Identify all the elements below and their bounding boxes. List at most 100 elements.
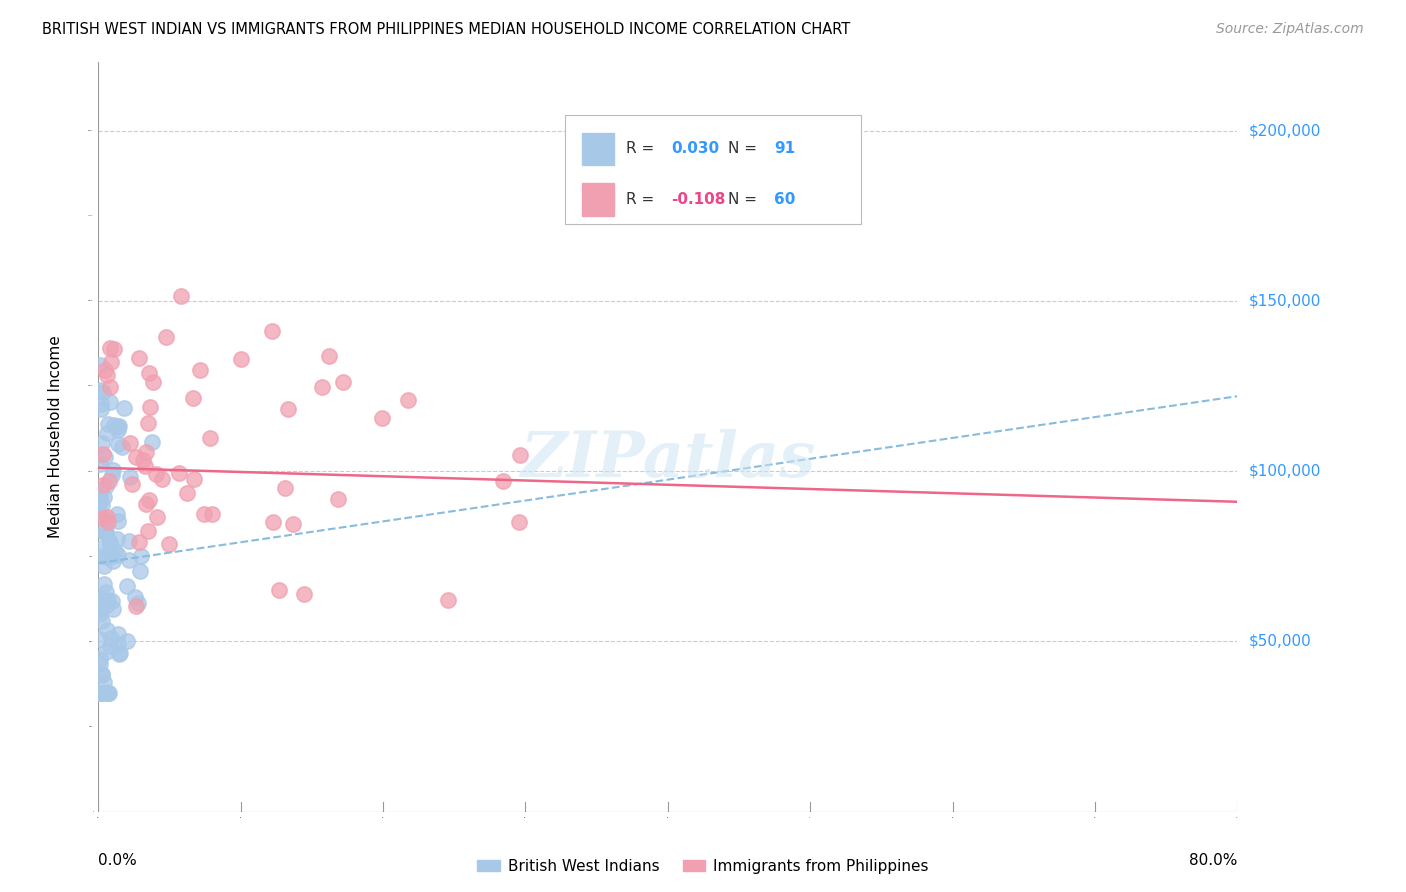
Point — [93, 577, 115, 591]
Point — [332, 375, 354, 389]
Point — [138, 416, 160, 430]
Point — [132, 453, 155, 467]
Point — [169, 466, 191, 480]
Text: BRITISH WEST INDIAN VS IMMIGRANTS FROM PHILIPPINES MEDIAN HOUSEHOLD INCOME CORRE: BRITISH WEST INDIAN VS IMMIGRANTS FROM P… — [42, 22, 851, 37]
Point — [107, 514, 129, 528]
Point — [145, 509, 167, 524]
Point — [89, 490, 111, 504]
Point — [91, 435, 114, 450]
Point — [97, 417, 120, 432]
Text: N =: N = — [728, 192, 762, 207]
Point — [94, 526, 117, 541]
Point — [94, 450, 117, 464]
Point — [260, 325, 283, 339]
Point — [94, 594, 117, 608]
Point — [96, 510, 118, 524]
Point — [311, 380, 333, 394]
Point — [117, 552, 139, 566]
Point — [91, 447, 114, 461]
Point — [176, 485, 198, 500]
Point — [97, 685, 120, 699]
Point — [89, 491, 111, 506]
Point — [155, 329, 177, 343]
Point — [107, 637, 129, 651]
Point — [114, 401, 136, 415]
Point — [181, 391, 204, 405]
Point — [101, 463, 124, 477]
Point — [139, 400, 162, 414]
Point — [101, 549, 124, 563]
Point — [101, 467, 124, 482]
Point — [91, 477, 114, 491]
Point — [107, 627, 129, 641]
Text: R =: R = — [626, 142, 659, 156]
Point — [89, 485, 111, 500]
Point — [111, 440, 134, 454]
Point — [127, 596, 149, 610]
Point — [89, 358, 111, 372]
Point — [93, 490, 115, 504]
Point — [229, 351, 252, 366]
Point — [90, 685, 112, 699]
Point — [96, 550, 118, 565]
Point — [97, 515, 120, 529]
Point — [96, 645, 118, 659]
Point — [89, 652, 111, 666]
FancyBboxPatch shape — [565, 115, 862, 224]
Point — [91, 667, 114, 681]
Point — [98, 537, 121, 551]
Point — [274, 481, 297, 495]
Text: 91: 91 — [773, 142, 794, 156]
Point — [129, 564, 152, 578]
Point — [98, 341, 121, 355]
Point — [138, 366, 160, 380]
Point — [94, 479, 117, 493]
Bar — [582, 184, 614, 216]
Point — [96, 685, 118, 699]
Point — [94, 585, 117, 599]
Point — [128, 351, 150, 365]
Point — [107, 548, 129, 562]
Point — [121, 477, 143, 491]
Point — [509, 448, 531, 462]
Point — [96, 368, 118, 383]
Point — [89, 685, 111, 699]
Point — [198, 430, 221, 444]
Point — [115, 579, 138, 593]
Point — [292, 587, 315, 601]
Point — [135, 497, 157, 511]
Point — [94, 525, 117, 540]
Point — [93, 674, 115, 689]
Point — [101, 602, 124, 616]
Point — [267, 582, 290, 597]
Point — [107, 436, 129, 450]
Point — [277, 401, 299, 416]
Point — [91, 511, 114, 525]
Point — [134, 458, 156, 473]
Point — [101, 594, 124, 608]
Point — [108, 647, 131, 661]
Point — [97, 593, 120, 607]
Point — [98, 380, 121, 394]
Point — [96, 685, 118, 699]
Point — [89, 592, 111, 607]
Point — [89, 607, 111, 622]
Bar — [582, 133, 614, 165]
Point — [136, 524, 159, 538]
Text: 0.0%: 0.0% — [98, 853, 138, 868]
Text: R =: R = — [626, 192, 659, 207]
Point — [98, 395, 121, 409]
Point — [145, 467, 167, 481]
Text: $150,000: $150,000 — [1249, 293, 1322, 309]
Point — [98, 534, 121, 549]
Point — [138, 493, 160, 508]
Point — [120, 436, 142, 450]
Point — [283, 516, 305, 531]
Point — [108, 646, 131, 660]
Point — [91, 384, 114, 399]
Point — [98, 639, 121, 653]
Point — [89, 657, 111, 672]
Point — [128, 534, 150, 549]
Text: 80.0%: 80.0% — [1189, 853, 1237, 868]
Point — [90, 685, 112, 699]
